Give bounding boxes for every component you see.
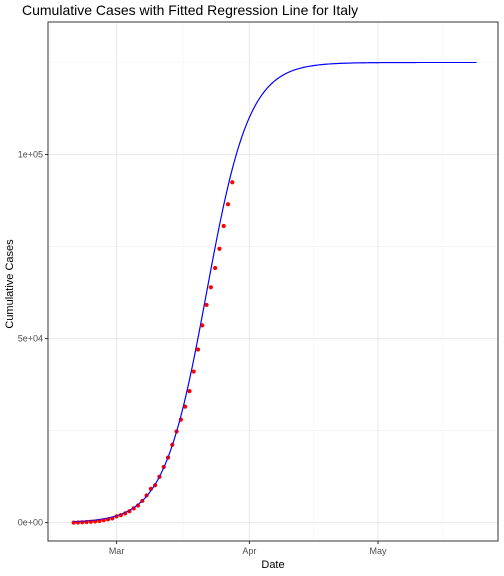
y-axis: 0e+00 5e+04 1e+05 [18,150,48,528]
data-point [213,265,218,271]
data-point [183,404,188,409]
data-point [200,323,205,328]
y-tick-label: 5e+04 [18,334,43,344]
plot-border [47,21,499,542]
x-tick-label: Mar [109,546,125,556]
data-point [225,202,231,207]
chart-title: Cumulative Cases with Fitted Regression … [22,2,358,18]
data-point [187,389,192,394]
x-axis-label: Date [261,559,284,571]
data-point [191,369,196,374]
grid-minor [48,22,498,541]
data-point [221,223,226,229]
data-point [208,285,213,290]
data-point [204,302,209,308]
y-axis-label: Cumulative Cases [4,239,16,329]
data-point [217,246,222,251]
data-point [195,347,201,352]
x-tick-label: Apr [242,546,256,556]
data-point [135,503,141,508]
x-tick-label: May [369,546,387,556]
fitted-regression-line-overlay [73,61,477,523]
data-point [230,180,235,185]
plot-panel [48,22,498,541]
x-axis: Mar Apr May [109,541,387,556]
y-tick-label: 1e+05 [18,150,43,160]
grid-major [48,22,498,541]
y-tick-label: 0e+00 [18,518,43,528]
